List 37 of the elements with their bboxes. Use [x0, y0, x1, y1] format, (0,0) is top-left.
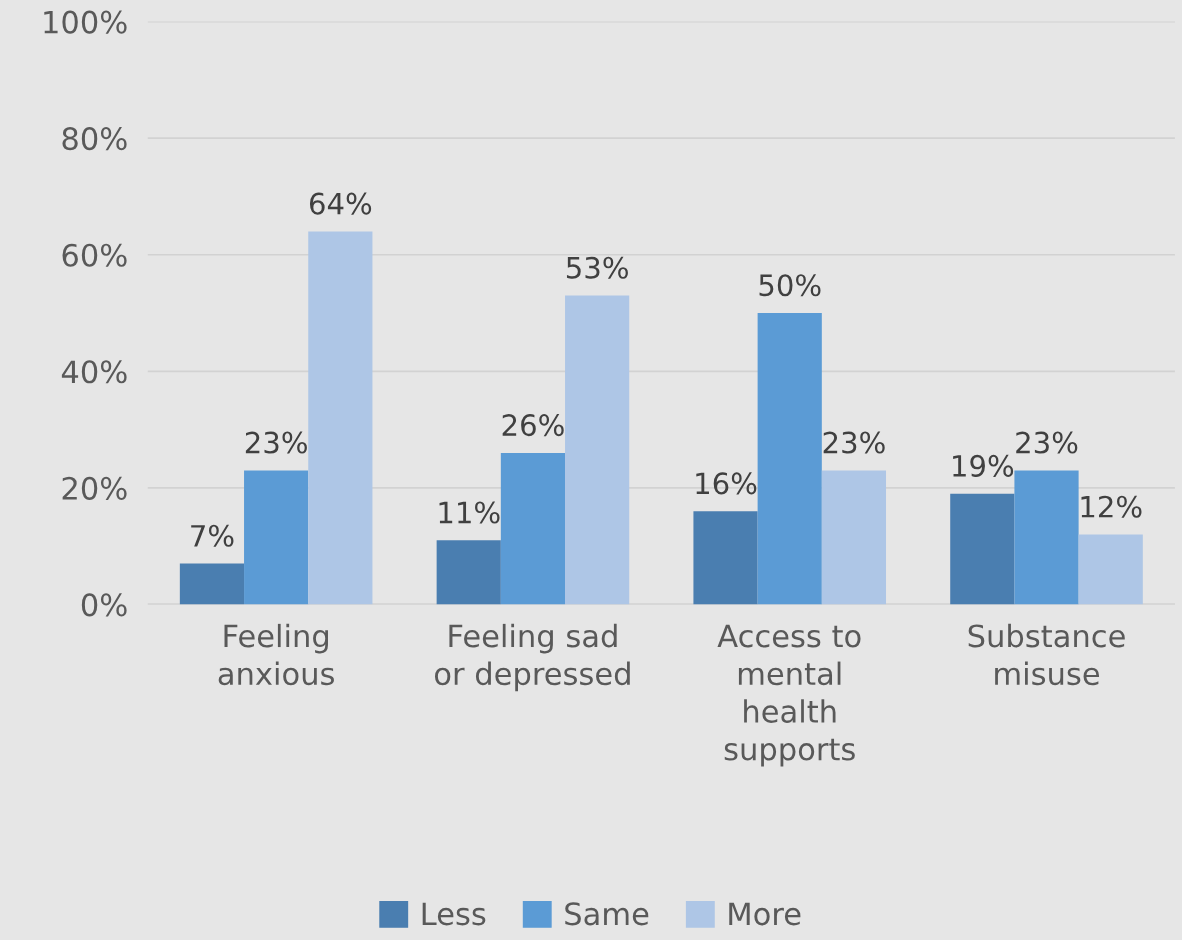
y-tick-label: 0%: [81, 593, 127, 617]
y-tick-label: 40%: [61, 360, 127, 384]
bar: [179, 563, 245, 605]
data-label: 23%: [245, 431, 307, 454]
bar: [950, 493, 1015, 605]
data-label: 50%: [759, 274, 821, 297]
x-tick-label: Access to mental health supports: [717, 624, 861, 767]
data-label: 64%: [309, 192, 372, 215]
bar: [693, 511, 758, 605]
bar: [308, 231, 373, 605]
data-label: 7%: [191, 524, 234, 547]
legend-label: Same: [565, 902, 649, 926]
bar: [821, 470, 887, 605]
data-label: 23%: [1016, 431, 1078, 454]
bar: [565, 295, 630, 605]
data-label: 12%: [1081, 495, 1142, 518]
y-tick-label: 80%: [62, 127, 127, 151]
data-label: 53%: [566, 256, 628, 279]
bar: [500, 452, 566, 605]
data-label: 16%: [696, 472, 757, 495]
legend-label: Less: [422, 902, 486, 926]
bar: [1014, 470, 1079, 605]
data-label: 23%: [823, 431, 885, 454]
bar: [1078, 534, 1143, 605]
x-tick-label: Feeling sad or depressed: [434, 623, 630, 692]
bar: [436, 540, 501, 605]
data-label: 11%: [439, 501, 500, 524]
x-tick-label: Feeling anxious: [218, 623, 334, 686]
legend-label: More: [729, 902, 801, 926]
data-label: 19%: [953, 454, 1014, 477]
data-label: 26%: [502, 414, 564, 437]
y-tick-label: 60%: [62, 243, 127, 267]
bar: [244, 470, 309, 605]
y-tick-label: 20%: [62, 476, 127, 500]
x-tick-label: Substance misuse: [968, 623, 1125, 686]
bar: [757, 313, 822, 605]
y-tick-label: 100%: [44, 10, 127, 34]
